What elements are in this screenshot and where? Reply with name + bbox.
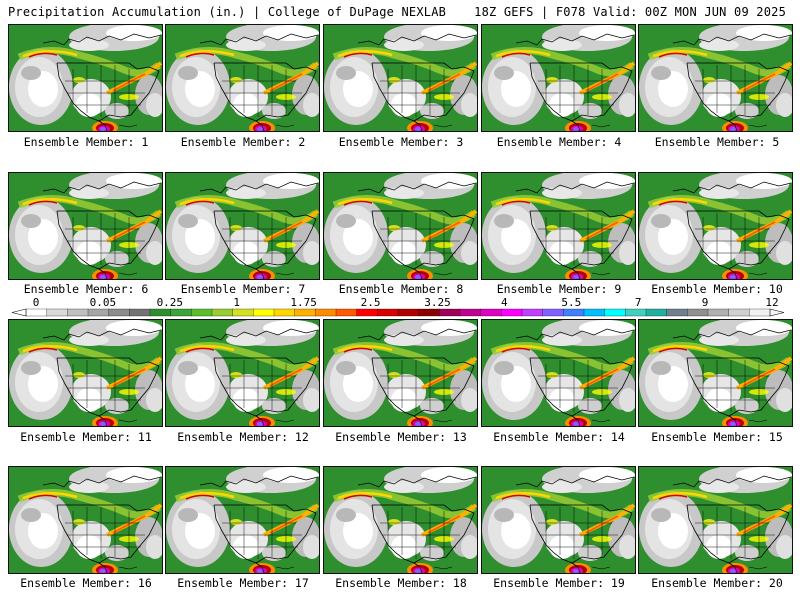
product-title: Precipitation Accumulation (in.) | Colle… bbox=[8, 5, 447, 19]
ensemble-member-map bbox=[638, 466, 793, 574]
colorbar-swatch bbox=[439, 308, 461, 317]
colorbar-tick-label: 1 bbox=[233, 296, 240, 309]
colorbar-tick-label: 7 bbox=[635, 296, 642, 309]
colorbar-swatch bbox=[563, 308, 585, 317]
colorbar-tick-label: 0.05 bbox=[90, 296, 117, 309]
colorbar-swatch bbox=[87, 308, 110, 317]
ensemble-member-map bbox=[165, 24, 320, 132]
colorbar-swatch bbox=[501, 308, 523, 317]
colorbar-tick-label: 4 bbox=[501, 296, 508, 309]
colorbar-swatch bbox=[459, 308, 482, 317]
ensemble-member-label: Ensemble Member: 18 bbox=[335, 576, 467, 590]
colorbar-swatch bbox=[707, 308, 730, 317]
ensemble-member-label: Ensemble Member: 9 bbox=[496, 282, 622, 296]
ensemble-member-label: Ensemble Member: 13 bbox=[335, 430, 467, 444]
colorbar-swatch bbox=[521, 308, 544, 317]
colorbar-swatch bbox=[108, 308, 130, 317]
colorbar-swatch bbox=[356, 308, 378, 317]
ensemble-member-label: Ensemble Member: 2 bbox=[180, 135, 306, 149]
colorbar-swatch bbox=[666, 308, 688, 317]
colorbar-swatch bbox=[645, 308, 668, 317]
colorbar-swatch bbox=[253, 308, 275, 317]
colorbar-swatch bbox=[67, 308, 89, 317]
ensemble-member-label: Ensemble Member: 3 bbox=[338, 135, 464, 149]
colorbar-swatch bbox=[25, 308, 48, 317]
ensemble-member-label: Ensemble Member: 14 bbox=[493, 430, 625, 444]
ensemble-member-label: Ensemble Member: 15 bbox=[651, 430, 783, 444]
colorbar-swatch bbox=[273, 308, 296, 317]
colorbar-tick-label: 3.25 bbox=[424, 296, 451, 309]
colorbar-min-arrow bbox=[11, 308, 27, 317]
colorbar-tick-label: 0 bbox=[33, 296, 40, 309]
colorbar-max-arrow bbox=[769, 308, 785, 317]
ensemble-member-map bbox=[481, 24, 636, 132]
ensemble-member-map bbox=[323, 172, 478, 280]
ensemble-member-map bbox=[481, 319, 636, 427]
ensemble-member-label: Ensemble Member: 17 bbox=[177, 576, 309, 590]
colorbar-swatch bbox=[149, 308, 172, 317]
ensemble-member-map bbox=[165, 466, 320, 574]
ensemble-member-map bbox=[8, 24, 163, 132]
colorbar-swatch bbox=[397, 308, 420, 317]
ensemble-member-map bbox=[638, 24, 793, 132]
ensemble-member-label: Ensemble Member: 12 bbox=[177, 430, 309, 444]
colorbar-swatch bbox=[211, 308, 234, 317]
colorbar-swatch bbox=[315, 308, 337, 317]
ensemble-member-label: Ensemble Member: 11 bbox=[20, 430, 152, 444]
colorbar-tick-label: 12 bbox=[765, 296, 778, 309]
colorbar-swatch bbox=[583, 308, 606, 317]
colorbar-swatch bbox=[191, 308, 213, 317]
colorbar-tick-label: 2.5 bbox=[361, 296, 381, 309]
ensemble-member-label: Ensemble Member: 7 bbox=[180, 282, 306, 296]
ensemble-member-map bbox=[323, 466, 478, 574]
ensemble-member-map bbox=[323, 319, 478, 427]
colorbar-swatch bbox=[604, 308, 626, 317]
ensemble-member-label: Ensemble Member: 1 bbox=[23, 135, 149, 149]
ensemble-member-map bbox=[165, 319, 320, 427]
ensemble-member-label: Ensemble Member: 16 bbox=[20, 576, 152, 590]
ensemble-member-label: Ensemble Member: 19 bbox=[493, 576, 625, 590]
colorbar-swatch bbox=[480, 308, 502, 317]
colorbar-swatch bbox=[46, 308, 68, 317]
ensemble-member-map bbox=[165, 172, 320, 280]
colorbar-swatch bbox=[129, 308, 151, 317]
colorbar-swatch bbox=[687, 308, 709, 317]
colorbar-swatch bbox=[335, 308, 358, 317]
colorbar-swatch bbox=[294, 308, 316, 317]
ensemble-member-label: Ensemble Member: 8 bbox=[338, 282, 464, 296]
colorbar-swatch bbox=[625, 308, 647, 317]
ensemble-member-map bbox=[323, 24, 478, 132]
colorbar-swatch bbox=[418, 308, 440, 317]
ensemble-member-label: Ensemble Member: 4 bbox=[496, 135, 622, 149]
colorbar-swatch bbox=[728, 308, 750, 317]
ensemble-member-label: Ensemble Member: 10 bbox=[651, 282, 783, 296]
ensemble-member-label: Ensemble Member: 5 bbox=[654, 135, 780, 149]
colorbar-swatch bbox=[170, 308, 192, 317]
ensemble-member-map bbox=[8, 172, 163, 280]
precipitation-colorbar: 0 0.05 0.25 1 1.75 2.5 3.25 4 5.5 7 9 12 bbox=[11, 296, 785, 317]
ensemble-member-map bbox=[8, 466, 163, 574]
colorbar-swatch bbox=[542, 308, 564, 317]
colorbar-swatch bbox=[232, 308, 254, 317]
ensemble-member-map bbox=[8, 319, 163, 427]
colorbar-tick-label: 5.5 bbox=[561, 296, 581, 309]
ensemble-member-map bbox=[481, 172, 636, 280]
ensemble-member-map bbox=[481, 466, 636, 574]
colorbar-swatch bbox=[749, 308, 771, 317]
colorbar-tick-label: 1.75 bbox=[290, 296, 317, 309]
colorbar-swatch bbox=[377, 308, 399, 317]
ensemble-member-map bbox=[638, 172, 793, 280]
run-valid-time: 18Z GEFS | F078 Valid: 00Z MON JUN 09 20… bbox=[474, 5, 786, 19]
ensemble-member-label: Ensemble Member: 6 bbox=[23, 282, 149, 296]
colorbar-tick-label: 0.25 bbox=[157, 296, 184, 309]
colorbar-tick-label: 9 bbox=[702, 296, 709, 309]
ensemble-member-map bbox=[638, 319, 793, 427]
ensemble-member-label: Ensemble Member: 20 bbox=[651, 576, 783, 590]
